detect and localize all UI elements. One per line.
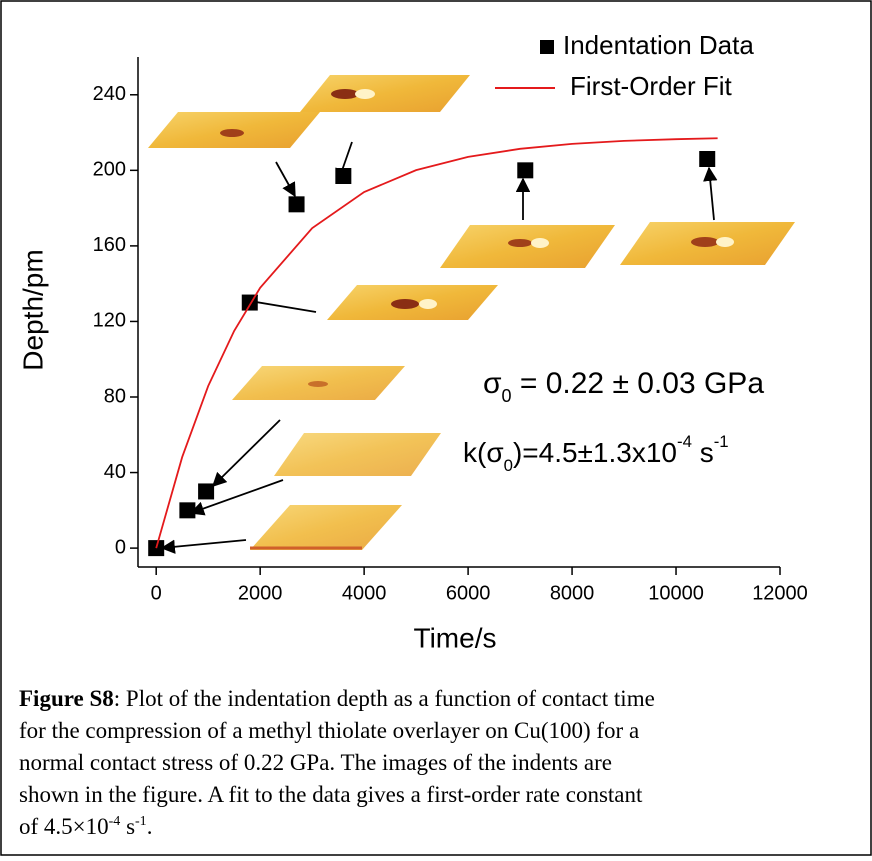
data-point [699,151,716,167]
indent-image [300,75,470,112]
caption-text: . [147,814,153,839]
indent-images [148,75,795,550]
annotation-part: -1 [714,432,729,451]
indent-image [250,505,402,550]
legend-marker [540,40,554,54]
arrow [211,419,281,488]
indent-image [327,285,498,320]
caption-line: shown in the figure. A fit to the data g… [19,782,643,807]
y-tick-label: 80 [104,385,126,407]
arrow [160,539,247,554]
x-tick-label: 6000 [446,582,491,604]
annotation: k(σ0)=4.5±1.3x10-4 s-1 [463,432,729,475]
y-tick-label: 200 [93,159,126,181]
caption-text: normal contact stress of 0.22 GPa. The i… [19,750,612,775]
x-tick-label: 10000 [648,582,704,604]
x-tick-label: 2000 [238,582,283,604]
data-point [335,168,352,184]
fit-line [155,137,718,549]
caption-text: s [120,814,135,839]
data-point [179,502,196,519]
legend-label: Indentation Data [563,30,754,60]
caption-line: normal contact stress of 0.22 GPa. The i… [19,750,612,775]
caption-line: Figure S8: Plot of the indentation depth… [19,686,655,711]
data-point [517,162,534,179]
annotation-part: -4 [677,432,692,451]
caption-text: -1 [135,814,147,829]
caption-text: -4 [109,814,121,829]
legend-label: First-Order Fit [570,71,733,101]
y-tick-label: 0 [115,536,126,558]
caption-line: for the compression of a methyl thiolate… [19,718,639,743]
annotation-part: σ [483,367,502,400]
data-point [198,483,215,500]
data-point [288,196,305,213]
caption-line: of 4.5×10-4 s-1. [19,814,152,839]
arrow [275,161,296,198]
annotation-part: )=4.5±1.3x10 [513,437,677,468]
annotation-part: s [692,437,714,468]
indent-image [148,112,320,148]
indent-image [274,433,441,476]
caption-text: for the compression of a methyl thiolate… [19,718,639,743]
caption-label: Figure S8 [19,686,114,711]
y-tick-label: 40 [104,461,126,483]
x-tick-label: 8000 [550,582,595,604]
indent-image [232,366,405,400]
y-axis-label: Depth/pm [17,249,48,370]
arrows [160,141,718,554]
y-tick-label: 240 [93,83,126,105]
arrow [189,479,284,516]
y-tick-label: 160 [93,234,126,256]
x-axis-label: Time/s [414,622,497,653]
annotation: σ0 = 0.22 ± 0.03 GPa [483,367,764,406]
arrow [703,166,718,221]
indent-image [440,225,615,268]
x-tick-label: 4000 [342,582,387,604]
caption-text: of 4.5×10 [19,814,109,839]
annotation-part: 0 [504,456,513,475]
indent-image [620,222,795,265]
x-tick-label: 12000 [752,582,808,604]
annotation-part: = 0.22 ± 0.03 GPa [512,367,765,400]
x-tick-label: 0 [151,582,162,604]
y-tick-label: 120 [93,310,126,332]
annotation-part: k(σ [463,437,504,468]
caption-text: shown in the figure. A fit to the data g… [19,782,643,807]
annotation-part: 0 [502,386,512,406]
caption-text: : Plot of the indentation depth as a fun… [114,686,655,711]
